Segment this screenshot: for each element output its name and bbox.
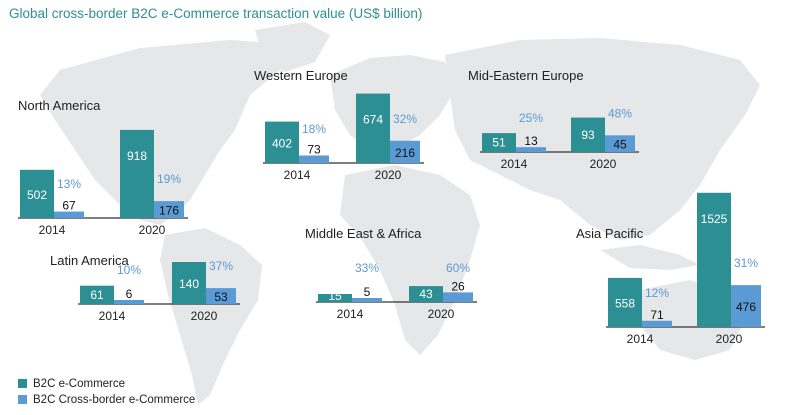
- bar-b2c-middle-east-africa-2014: [318, 294, 352, 302]
- share-label-western-europe-2014: 18%: [302, 122, 326, 136]
- map-indonesia: [600, 245, 700, 270]
- chart-title-mid-eastern-europe: Mid-Eastern Europe: [468, 68, 584, 83]
- bar-crossborder-latin-america-2020: [206, 288, 236, 304]
- legend-item-crossborder: B2C Cross-border e-Commerce: [18, 392, 195, 407]
- tick-label-latin-america-2020: 2020: [191, 309, 218, 323]
- chart-north-america: North America 502 67 13% 2014 918 176 19% 2020: [18, 98, 188, 237]
- bar-crossborder-western-europe-2020: [390, 140, 420, 163]
- tick-label-mid-eastern-europe-2014: 2014: [501, 157, 528, 171]
- legend-label-b2c: B2C e-Commerce: [33, 377, 126, 390]
- share-label-north-america-2020: 19%: [157, 172, 181, 186]
- chart-title-north-america: North America: [18, 98, 101, 113]
- legend-swatch-crossborder: [18, 395, 27, 404]
- bar-crossborder-latin-america-2014: [114, 300, 144, 304]
- bar-b2c-middle-east-africa-2020: [409, 286, 443, 302]
- value-label-crossborder-latin-america-2020: 53: [214, 290, 228, 304]
- value-label-crossborder-north-america-2014: 67: [62, 199, 76, 213]
- share-label-north-america-2014: 13%: [57, 177, 81, 191]
- bar-b2c-asia-pacific-2014: [608, 277, 642, 327]
- value-label-crossborder-asia-pacific-2014: 71: [650, 308, 664, 322]
- bar-crossborder-north-america-2020: [154, 201, 184, 218]
- value-label-crossborder-western-europe-2014: 73: [307, 142, 321, 156]
- bar-crossborder-asia-pacific-2020: [731, 285, 761, 327]
- value-label-b2c-middle-east-africa-2014: 15: [328, 289, 342, 303]
- chart-title-asia-pacific: Asia Pacific: [576, 226, 644, 241]
- value-label-crossborder-latin-america-2014: 6: [126, 287, 133, 301]
- tick-label-middle-east-africa-2014: 2014: [337, 307, 364, 321]
- value-label-crossborder-north-america-2020: 176: [159, 204, 179, 218]
- bar-b2c-latin-america-2020: [172, 262, 206, 304]
- share-label-middle-east-africa-2020: 60%: [446, 261, 470, 275]
- bar-b2c-latin-america-2014: [80, 285, 114, 304]
- bar-b2c-north-america-2014: [20, 169, 54, 218]
- value-label-crossborder-asia-pacific-2020: 476: [736, 300, 756, 314]
- chart-asia-pacific: Asia Pacific 558 71 12% 2014 1525 476 31% 2020: [576, 192, 765, 346]
- value-label-b2c-north-america-2014: 502: [27, 188, 47, 202]
- tick-label-asia-pacific-2020: 2020: [716, 332, 743, 346]
- chart-western-europe: Western Europe 402 73 18% 2014 674 216 32% 2020: [254, 68, 424, 182]
- value-label-crossborder-middle-east-africa-2020: 26: [451, 279, 465, 293]
- chart-title-middle-east-africa: Middle East & Africa: [305, 226, 422, 241]
- chart-latin-america: Latin America 61 6 10% 2014 140 53 37% 2020: [50, 253, 240, 323]
- chart-middle-east-africa: Middle East & Africa 15 5 33% 2014 43 26 60% 202…: [305, 226, 477, 321]
- bar-crossborder-mid-eastern-europe-2020: [605, 135, 635, 152]
- value-label-b2c-mid-eastern-europe-2020: 93: [581, 128, 595, 142]
- bar-b2c-mid-eastern-europe-2014: [482, 133, 516, 152]
- tick-label-western-europe-2020: 2020: [375, 168, 402, 182]
- value-label-b2c-latin-america-2020: 140: [179, 277, 199, 291]
- value-label-crossborder-western-europe-2020: 216: [395, 146, 415, 160]
- value-label-b2c-western-europe-2014: 402: [272, 136, 292, 150]
- bar-crossborder-north-america-2014: [54, 211, 84, 218]
- tick-label-asia-pacific-2014: 2014: [627, 332, 654, 346]
- value-label-b2c-latin-america-2014: 61: [90, 288, 104, 302]
- bar-crossborder-middle-east-africa-2014: [352, 298, 382, 302]
- value-label-crossborder-mid-eastern-europe-2020: 45: [613, 138, 627, 152]
- share-label-western-europe-2020: 32%: [393, 112, 417, 126]
- chart-mid-eastern-europe: Mid-Eastern Europe 51 13 25% 2014 93 45 48% 2020: [468, 68, 639, 171]
- tick-label-middle-east-africa-2020: 2020: [428, 307, 455, 321]
- legend-label-crossborder: B2C Cross-border e-Commerce: [33, 393, 196, 406]
- legend-swatch-b2c: [18, 379, 27, 388]
- map-africa: [340, 165, 480, 355]
- chart-title-western-europe: Western Europe: [254, 68, 348, 83]
- tick-label-mid-eastern-europe-2020: 2020: [590, 157, 617, 171]
- legend: B2C e-Commerce B2C Cross-border e-Commer…: [18, 376, 195, 408]
- bar-crossborder-western-europe-2014: [299, 155, 329, 163]
- bar-crossborder-mid-eastern-europe-2014: [516, 147, 546, 152]
- bar-b2c-western-europe-2020: [356, 93, 390, 163]
- value-label-b2c-north-america-2020: 918: [127, 149, 147, 163]
- chart-title-latin-america: Latin America: [50, 253, 130, 268]
- tick-label-western-europe-2014: 2014: [284, 168, 311, 182]
- share-label-mid-eastern-europe-2020: 48%: [608, 106, 632, 120]
- value-label-b2c-asia-pacific-2020: 1525: [701, 212, 728, 226]
- bar-b2c-mid-eastern-europe-2020: [571, 117, 605, 152]
- share-label-latin-america-2020: 37%: [209, 259, 233, 273]
- bar-b2c-north-america-2020: [120, 129, 154, 218]
- map-greenland: [255, 22, 330, 72]
- bar-crossborder-asia-pacific-2014: [642, 320, 672, 327]
- bar-crossborder-middle-east-africa-2020: [443, 292, 473, 302]
- bar-b2c-western-europe-2014: [265, 121, 299, 163]
- tick-label-north-america-2014: 2014: [39, 223, 66, 237]
- tick-label-latin-america-2014: 2014: [99, 309, 126, 323]
- share-label-middle-east-africa-2014: 33%: [355, 261, 379, 275]
- value-label-b2c-middle-east-africa-2020: 43: [419, 287, 433, 301]
- value-label-b2c-asia-pacific-2014: 558: [615, 296, 635, 310]
- value-label-b2c-mid-eastern-europe-2014: 51: [492, 136, 506, 150]
- value-label-crossborder-mid-eastern-europe-2014: 13: [524, 134, 538, 148]
- value-label-crossborder-middle-east-africa-2014: 5: [364, 285, 371, 299]
- chart-title: Global cross-border B2C e-Commerce trans…: [9, 6, 423, 21]
- share-label-mid-eastern-europe-2014: 25%: [519, 111, 543, 125]
- map-north-america: [40, 40, 300, 225]
- bar-b2c-asia-pacific-2020: [697, 192, 731, 327]
- share-label-asia-pacific-2014: 12%: [645, 286, 669, 300]
- value-label-b2c-western-europe-2020: 674: [363, 113, 383, 127]
- share-label-latin-america-2014: 10%: [117, 263, 141, 277]
- tick-label-north-america-2020: 2020: [139, 223, 166, 237]
- legend-item-b2c: B2C e-Commerce: [18, 376, 195, 391]
- share-label-asia-pacific-2020: 31%: [734, 256, 758, 270]
